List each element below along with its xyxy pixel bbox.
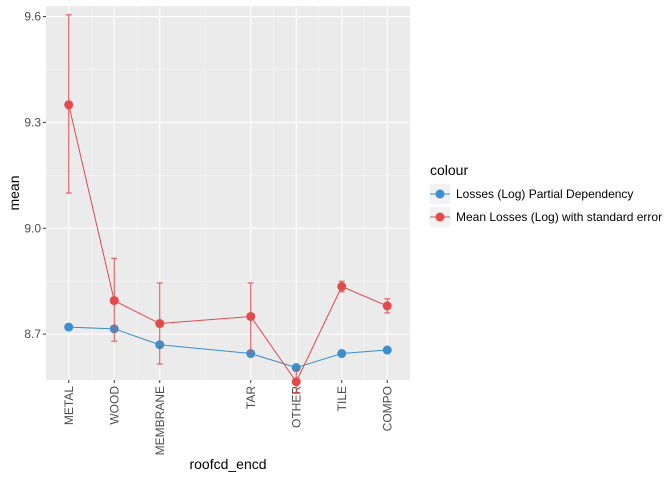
data-point — [337, 349, 347, 359]
x-axis-title: roofcd_encd — [189, 456, 266, 472]
y-tick-label: 9.6 — [24, 10, 41, 24]
legend-items: Losses (Log) Partial Dependency Mean Loss… — [430, 184, 662, 227]
legend-item-1: Losses (Log) Partial Dependency — [430, 184, 633, 204]
legend-key-point — [435, 212, 445, 222]
x-tick-label: TAR — [244, 386, 258, 409]
data-point — [382, 301, 392, 311]
data-point — [64, 322, 74, 332]
series-2 — [64, 14, 392, 393]
y-tick-label: 9.3 — [24, 115, 41, 129]
y-tick-label: 9.0 — [24, 221, 41, 235]
x-tick-label: WOOD — [107, 386, 121, 425]
x-tick-label: OTHER — [289, 386, 303, 428]
x-tick-label: METAL — [62, 386, 76, 425]
legend-key-point — [435, 189, 445, 199]
data-point — [155, 319, 165, 329]
legend-label: Mean Losses (Log) with standard error — [456, 210, 662, 224]
y-axis-title: mean — [6, 175, 22, 210]
legend-item-2: Mean Losses (Log) with standard error — [430, 207, 662, 227]
x-axis: METAL WOOD MEMBRANE TAR OTHER TILE COMPO — [62, 380, 394, 455]
data-point — [291, 377, 301, 387]
data-point — [337, 282, 347, 291]
legend: colour Losses (Log) Partial Dependency Me… — [430, 162, 662, 227]
legend-title: colour — [430, 162, 468, 178]
plot-panel — [46, 6, 410, 380]
y-axis: 8.7 9.0 9.3 9.6 — [24, 10, 46, 341]
y-tick-label: 8.7 — [24, 327, 41, 341]
x-tick-label: TILE — [335, 386, 349, 411]
x-tick-label: MEMBRANE — [153, 386, 167, 455]
x-tick-label: COMPO — [380, 386, 394, 431]
data-point — [64, 100, 74, 110]
data-point — [109, 296, 119, 306]
data-point — [246, 311, 256, 321]
legend-label: Losses (Log) Partial Dependency — [456, 187, 633, 201]
series-layer — [64, 14, 392, 393]
data-point — [382, 345, 392, 355]
